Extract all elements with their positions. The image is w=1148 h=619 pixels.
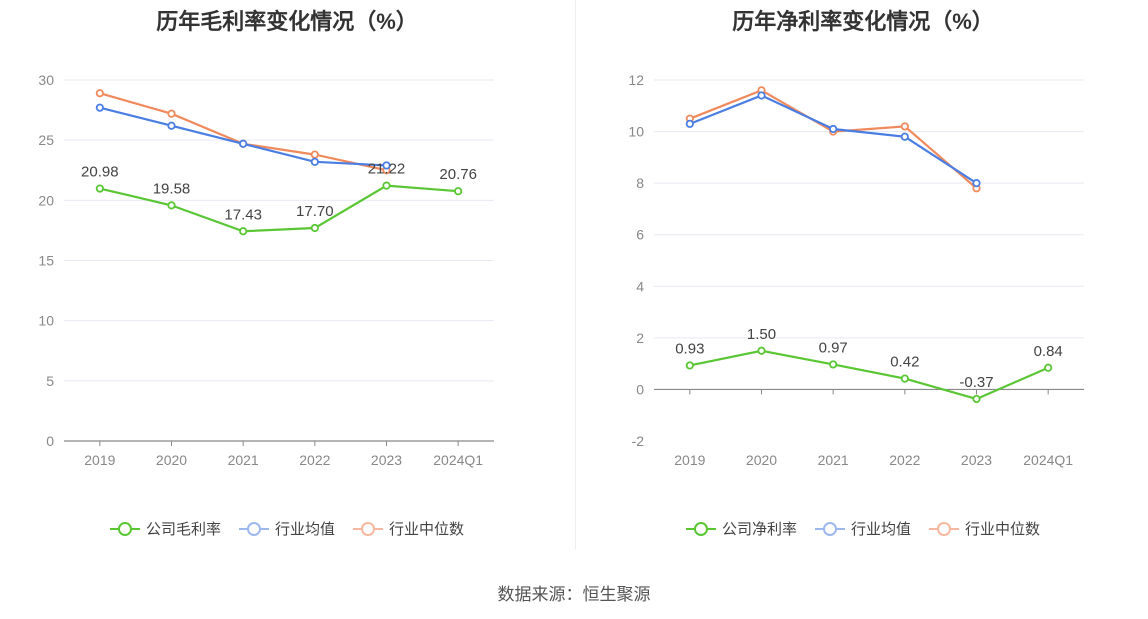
data-point	[972, 394, 981, 404]
data-point	[95, 184, 104, 193]
legend-marker-icon	[109, 521, 140, 537]
x-tick-label: 2019	[674, 452, 705, 468]
series-line	[689, 94, 978, 185]
legend-label: 公司毛利率	[145, 521, 221, 538]
legend-item-industry-median[interactable]: 行业中位数	[929, 518, 1040, 539]
legend-item-industry-median[interactable]: 行业中位数	[353, 518, 464, 539]
legend-label: 行业中位数	[389, 521, 465, 538]
legend-label: 公司净利率	[721, 521, 797, 538]
legend: 公司毛利率 行业均值 行业中位数	[0, 518, 574, 539]
legend-item-company[interactable]: 公司毛利率	[109, 518, 221, 539]
chart-title: 历年净利率变化情况（%）	[732, 9, 994, 34]
data-point	[900, 374, 909, 383]
y-tick-label: 12	[628, 72, 644, 88]
data-point	[757, 346, 766, 355]
legend-marker-icon	[238, 521, 269, 537]
x-tick-label: 2020	[156, 452, 187, 468]
net-margin-chart: -2 0 2 4 6 8 10 12 2019 2020 2021 2022 2023 2024Q1 0.9…	[628, 72, 1084, 468]
x-tick-label: 2021	[818, 452, 849, 468]
chart-title: 历年毛利率变化情况（%）	[156, 9, 418, 34]
legend-label: 行业均值	[850, 521, 911, 538]
data-point	[310, 223, 319, 233]
legend-marker-icon	[929, 521, 959, 537]
data-label: 21.22	[368, 161, 406, 178]
y-tick-label: 20	[38, 192, 54, 208]
x-tick-label: 2021	[228, 452, 259, 468]
data-point	[310, 150, 319, 159]
data-point	[167, 121, 176, 130]
net-margin-panel: 历年净利率变化情况（%） -2 0 2 4 6 8 10 12 2019 2020 2021 2022…	[576, 0, 1148, 560]
legend-marker-icon	[353, 521, 383, 537]
x-tick-label: 2022	[299, 452, 330, 468]
x-tick-label: 2023	[371, 452, 402, 468]
y-tick-label: 8	[636, 175, 644, 191]
legend-item-company[interactable]: 公司净利率	[685, 518, 797, 539]
data-point	[972, 179, 981, 188]
legend: 公司净利率 行业均值 行业中位数	[576, 518, 1148, 539]
y-tick-label: 25	[38, 132, 54, 148]
data-point	[382, 161, 391, 170]
data-point	[95, 103, 104, 112]
data-point	[829, 360, 838, 369]
data-point	[167, 109, 176, 118]
data-point	[1044, 363, 1053, 372]
x-tick-label: 2022	[889, 452, 920, 468]
data-point	[900, 132, 909, 141]
data-label: 17.70	[296, 203, 334, 220]
data-label: 20.98	[81, 164, 119, 181]
data-label: 20.76	[439, 166, 477, 183]
y-tick-label: 2	[636, 330, 644, 346]
data-point	[685, 361, 694, 370]
series-line	[99, 106, 387, 167]
data-point	[685, 119, 694, 128]
legend-marker-icon	[814, 521, 845, 537]
y-tick-label: 5	[46, 373, 54, 389]
series-line	[99, 92, 387, 172]
data-point	[167, 201, 176, 210]
x-tick-label: 2023	[961, 452, 992, 468]
series-line	[689, 89, 978, 190]
legend-label: 行业均值	[274, 521, 335, 538]
x-tick-label: 2024Q1	[1023, 452, 1073, 468]
y-tick-label: 15	[38, 253, 54, 269]
legend-marker-icon	[685, 521, 716, 537]
data-point	[900, 122, 909, 131]
legend-label: 行业中位数	[965, 521, 1041, 538]
legend-item-industry-mean[interactable]: 行业均值	[238, 518, 335, 539]
data-point	[95, 89, 104, 98]
data-label: 0.97	[819, 339, 848, 356]
data-label: 17.43	[224, 206, 262, 223]
legend-item-industry-mean[interactable]: 行业均值	[814, 518, 911, 539]
data-label: 0.42	[890, 354, 919, 371]
data-point	[239, 139, 248, 148]
x-tick-label: 2024Q1	[433, 452, 483, 468]
data-point	[829, 124, 838, 134]
y-tick-label: 0	[46, 433, 54, 449]
panel-divider	[575, 0, 576, 550]
data-point	[382, 181, 391, 190]
data-label: 0.93	[675, 340, 704, 357]
series-line	[99, 184, 459, 233]
data-label: -0.37	[959, 374, 993, 391]
y-tick-label: 6	[636, 227, 644, 243]
data-point	[454, 187, 463, 196]
data-label: 0.84	[1034, 343, 1063, 360]
data-point	[239, 227, 248, 236]
data-point	[757, 91, 766, 100]
data-source: 数据来源：恒生聚源	[497, 585, 651, 604]
data-label: 19.58	[153, 180, 191, 197]
y-tick-label: -2	[632, 433, 645, 449]
data-label: 1.50	[747, 326, 776, 343]
series-line	[689, 349, 1049, 401]
gross-margin-panel: 历年毛利率变化情况（%） 0 5 10 15 20 25 30 2019 2020 2021 202…	[0, 0, 574, 560]
data-point	[310, 157, 319, 166]
x-tick-label: 2020	[746, 452, 777, 468]
x-tick-label: 2019	[84, 452, 115, 468]
y-tick-label: 10	[628, 124, 644, 140]
gross-margin-chart: 0 5 10 15 20 25 30 2019 2020 2021 2022 2023 2024Q1 20…	[38, 72, 494, 468]
y-tick-label: 4	[636, 278, 644, 294]
y-tick-label: 0	[636, 381, 644, 397]
y-tick-label: 10	[38, 313, 54, 329]
y-tick-label: 30	[38, 72, 54, 88]
